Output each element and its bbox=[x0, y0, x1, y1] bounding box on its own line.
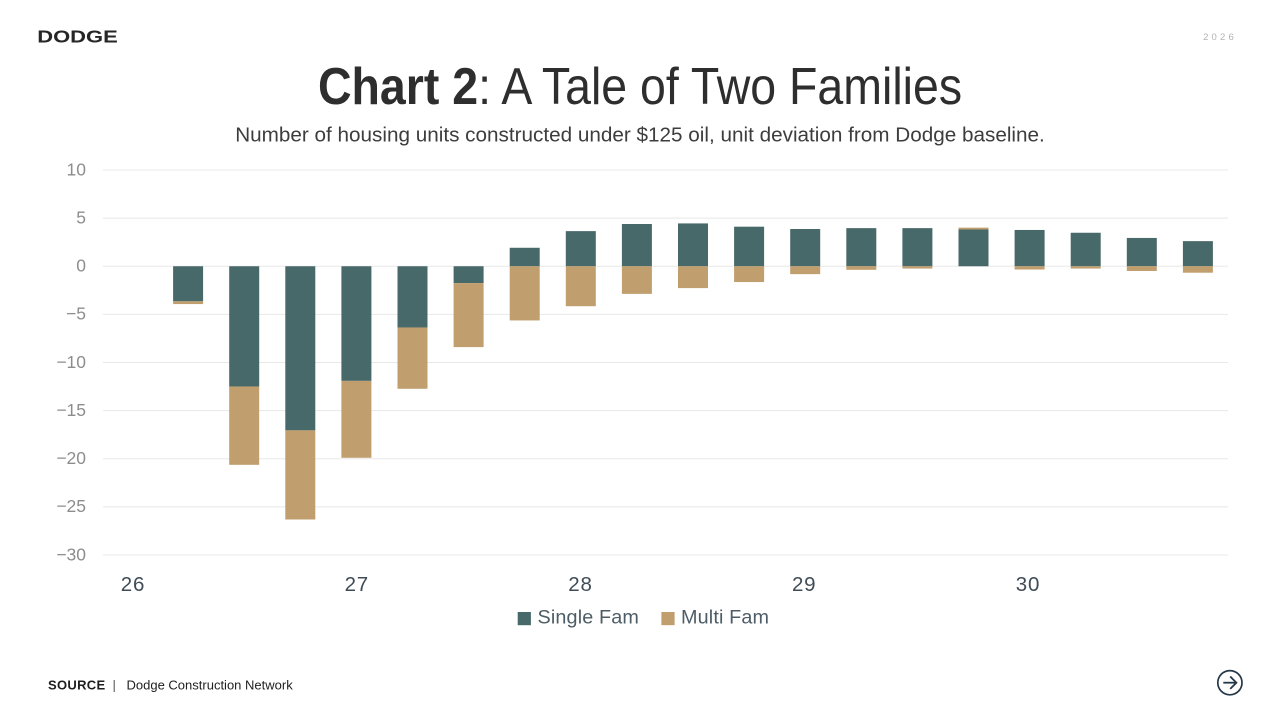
svg-text:10: 10 bbox=[67, 159, 87, 179]
svg-text:SOURCE: SOURCE bbox=[48, 677, 105, 692]
svg-text:0: 0 bbox=[76, 256, 86, 276]
svg-text:28: 28 bbox=[568, 573, 592, 596]
svg-text:29: 29 bbox=[792, 573, 816, 596]
svg-text:−20: −20 bbox=[56, 448, 86, 468]
svg-text:Number of housing units constr: Number of housing units constructed unde… bbox=[235, 124, 1045, 147]
svg-text:30: 30 bbox=[1016, 573, 1040, 596]
svg-text:Single Fam: Single Fam bbox=[538, 606, 640, 628]
svg-text:|: | bbox=[113, 677, 116, 692]
svg-text:−15: −15 bbox=[56, 400, 86, 420]
svg-text:−10: −10 bbox=[56, 352, 86, 372]
svg-text:5: 5 bbox=[76, 207, 86, 227]
svg-text:DODGE: DODGE bbox=[37, 28, 118, 47]
svg-text:26: 26 bbox=[121, 573, 145, 596]
svg-text:2026: 2026 bbox=[1203, 32, 1237, 43]
svg-text:Chart 2: A Tale of Two Familie: Chart 2: A Tale of Two Families bbox=[318, 58, 962, 116]
svg-text:Dodge Construction Network: Dodge Construction Network bbox=[127, 677, 294, 692]
svg-text:−25: −25 bbox=[56, 496, 86, 516]
svg-text:−5: −5 bbox=[66, 304, 86, 324]
svg-text:27: 27 bbox=[345, 573, 369, 596]
svg-text:−30: −30 bbox=[56, 544, 86, 564]
svg-text:Multi Fam: Multi Fam bbox=[681, 606, 769, 628]
